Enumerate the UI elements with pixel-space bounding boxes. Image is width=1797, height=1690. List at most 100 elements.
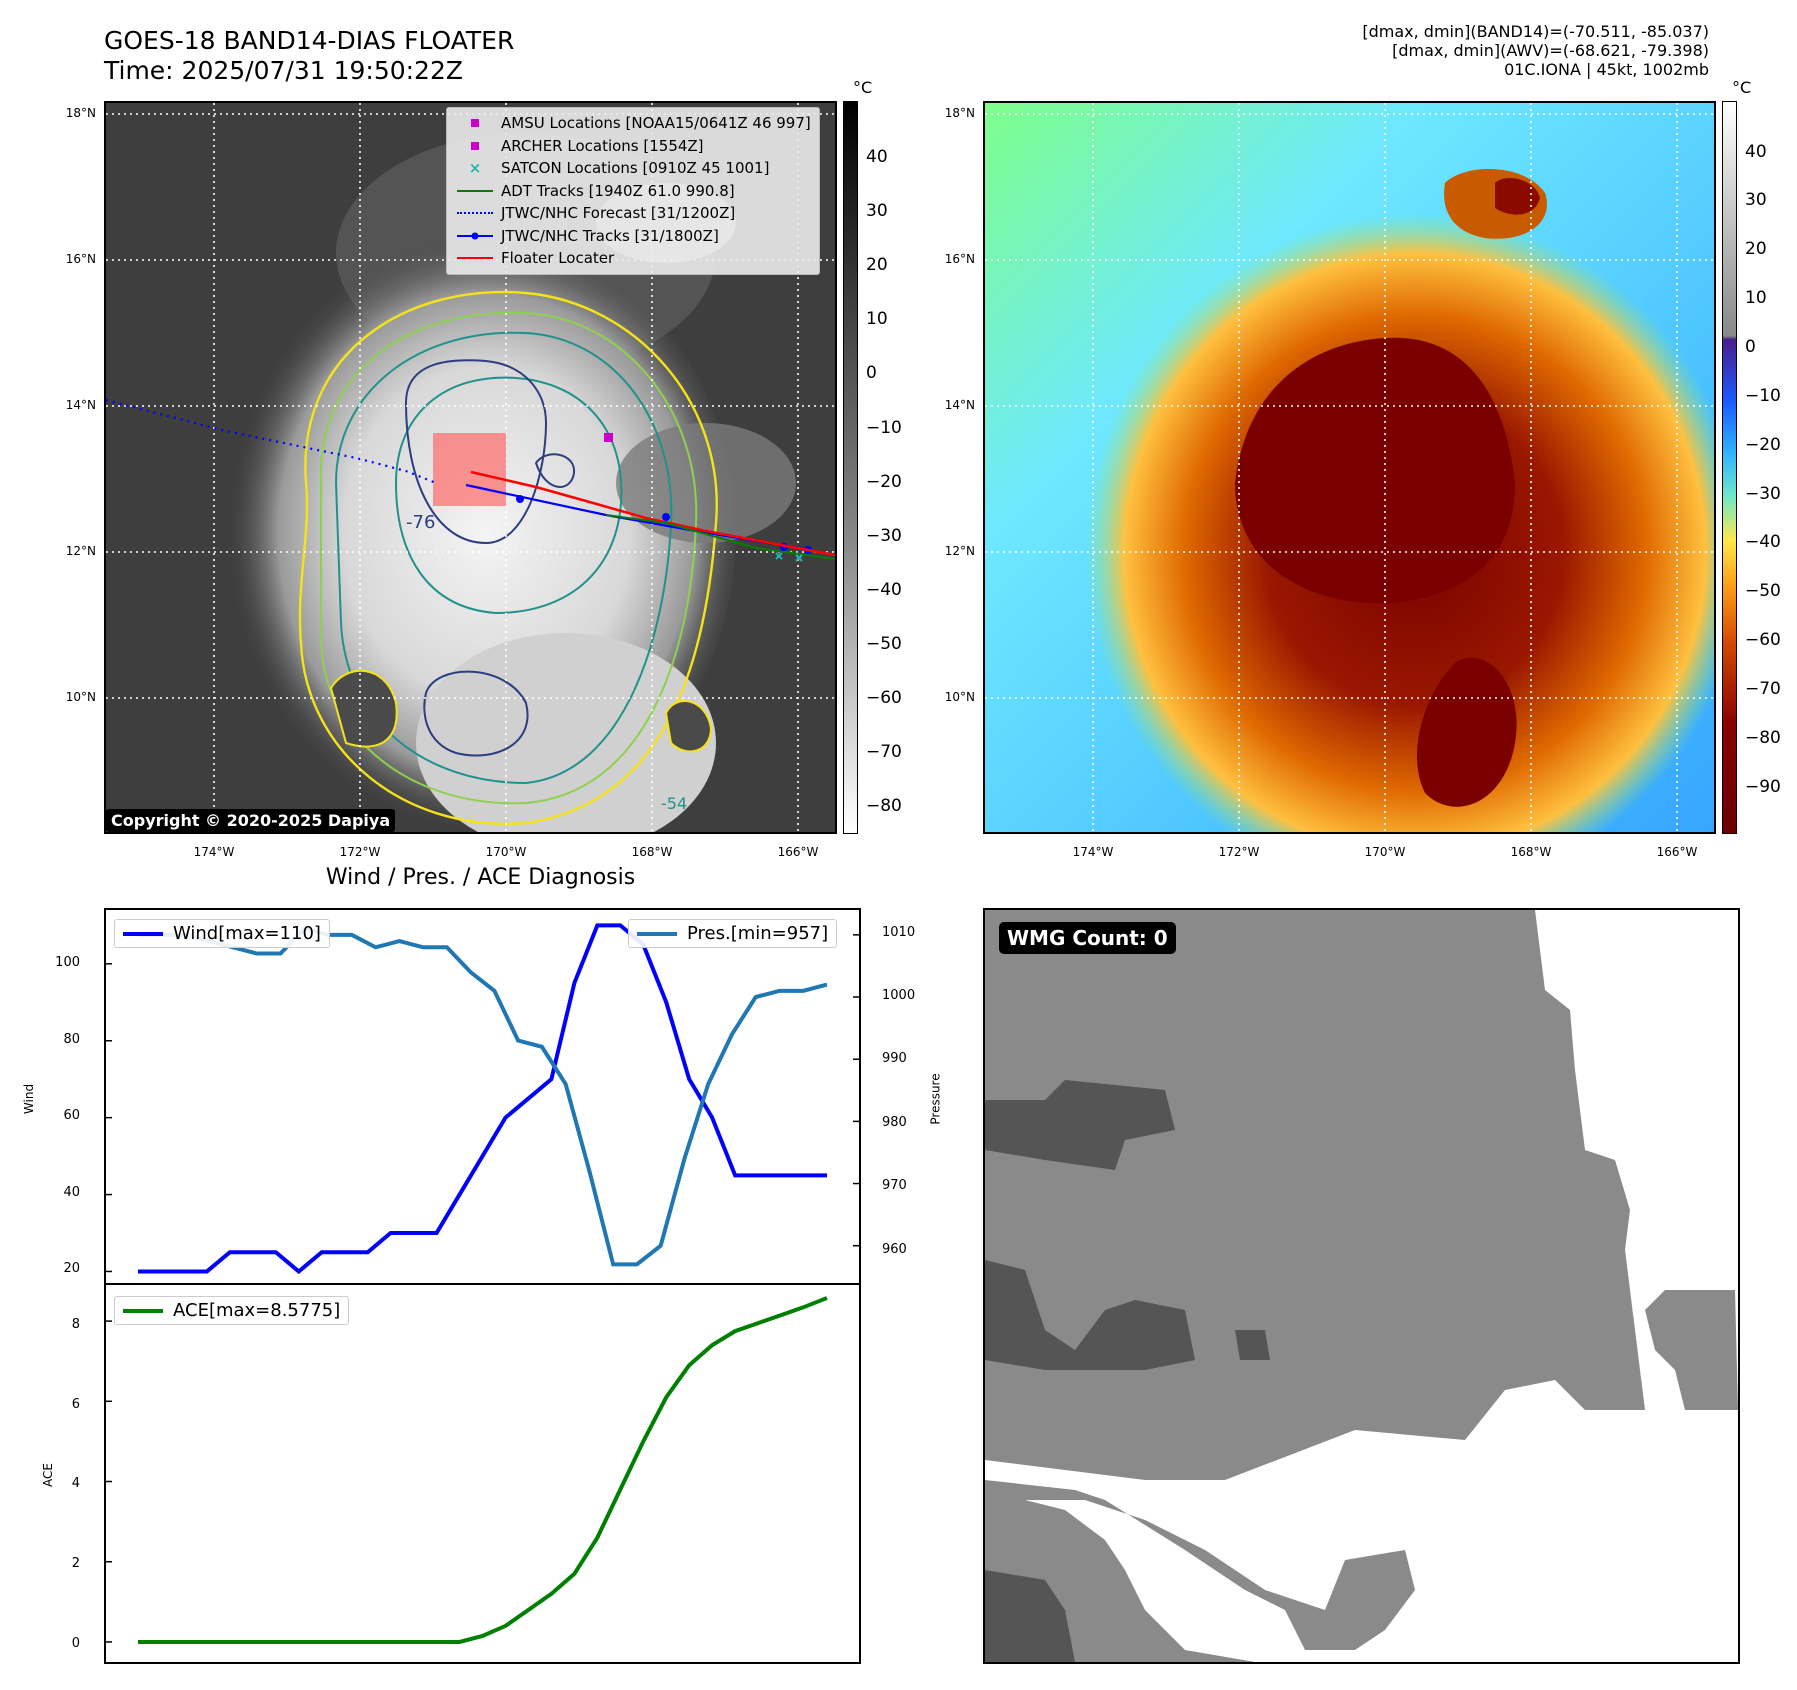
cbar-tick: −60 [866, 688, 902, 708]
cbar-tick: −70 [866, 742, 902, 762]
line-swatch-icon [123, 931, 163, 936]
copyright-badge: Copyright © 2020-2025 Dapiya [106, 809, 396, 832]
cbar-tick: −20 [866, 472, 902, 492]
cbar-tick: 20 [1745, 239, 1767, 259]
cbar-tick: −90 [1745, 777, 1781, 797]
left-colorbar-unit: °C [853, 78, 873, 97]
lon-label: 168°W [631, 845, 673, 859]
lat-label: 18°N [944, 106, 975, 120]
pressure-tick: 990 [882, 1051, 907, 1066]
wind-tick: 20 [63, 1261, 80, 1276]
diagnosis-title: Wind / Pres. / ACE Diagnosis [325, 865, 636, 890]
lon-label: 170°W [1364, 845, 1406, 859]
solid-line-icon [455, 189, 495, 192]
right-colorbar-unit: °C [1732, 78, 1752, 97]
wind-line [138, 923, 827, 1275]
figure-title: GOES-18 BAND14-DIAS FLOATER Time: 2025/0… [104, 26, 514, 86]
pressure-tick: 1000 [882, 988, 916, 1003]
x-marker-icon: × [468, 159, 482, 177]
track-legend: AMSU Locations [NOAA15/0641Z 46 997] ARC… [446, 107, 820, 275]
cbar-tick: 0 [1745, 337, 1756, 357]
cbar-tick: 30 [866, 201, 888, 221]
lon-label: 172°W [339, 845, 381, 859]
adt-track [605, 514, 835, 560]
lat-label: 14°N [65, 398, 96, 412]
pressure-legend: Pres.[min=957] [628, 919, 838, 948]
pressure-axis-label: Pressure [928, 1073, 943, 1125]
storm-info: [dmax, dmin](BAND14)=(-70.511, -85.037) … [1362, 22, 1709, 79]
legend-jtwc-forecast: JTWC/NHC Forecast [31/1200Z] [455, 202, 811, 225]
lat-label: 16°N [65, 252, 96, 266]
cbar-tick: −50 [1745, 581, 1781, 601]
legend-adt: ADT Tracks [1940Z 61.0 990.8] [455, 180, 811, 203]
cbar-tick: 40 [866, 147, 888, 167]
ace-tick: 0 [71, 1636, 80, 1651]
dotted-line-icon [455, 212, 495, 215]
contour-label-76: -76 [406, 512, 435, 533]
lon-label: 166°W [777, 845, 819, 859]
ir-color-map [983, 101, 1716, 834]
ir-grayscale-map: -76 -54 AMSU Locations [NOAA15/0641Z 46 … [104, 101, 837, 834]
lon-label: 170°W [485, 845, 527, 859]
lon-label: 174°W [193, 845, 235, 859]
cbar-tick: 10 [866, 309, 888, 329]
cbar-tick: −60 [1745, 630, 1781, 650]
line-swatch-icon [123, 1308, 163, 1313]
ace-tick: 4 [71, 1476, 80, 1491]
ace-tick: 6 [71, 1397, 80, 1412]
pressure-tick: 970 [882, 1178, 907, 1193]
info-line-storm: 01C.IONA | 45kt, 1002mb [1504, 60, 1709, 79]
floater-box [433, 433, 506, 506]
ace-line [138, 1296, 828, 1644]
cbar-tick: 40 [1745, 142, 1767, 162]
cbar-tick: 20 [866, 255, 888, 275]
lat-label: 10°N [944, 690, 975, 704]
solid-line-icon [455, 257, 495, 260]
cbar-tick: −80 [1745, 728, 1781, 748]
lon-label: 168°W [1510, 845, 1552, 859]
ace-axis-label: ACE [40, 1463, 55, 1487]
title-line-2: Time: 2025/07/31 19:50:22Z [104, 56, 463, 85]
cbar-tick: −30 [1745, 484, 1781, 504]
square-marker-icon [455, 119, 495, 128]
cbar-tick: −30 [866, 526, 902, 546]
legend-floater: Floater Locater [455, 247, 811, 270]
ace-tick: 8 [71, 1317, 80, 1332]
legend-jtwc-tracks: JTWC/NHC Tracks [31/1800Z] [455, 225, 811, 248]
cbar-tick: −20 [1745, 435, 1781, 455]
floater-locater-track [470, 470, 835, 557]
line-dot-icon [455, 232, 495, 240]
info-line-awv: [dmax, dmin](AWV)=(-68.621, -79.398) [1392, 41, 1709, 60]
lat-label: 12°N [944, 544, 975, 558]
lat-label: 18°N [65, 106, 96, 120]
ace-plot [106, 1296, 828, 1644]
left-colorbar [843, 101, 858, 834]
lat-label: 14°N [944, 398, 975, 412]
cbar-tick: −80 [866, 796, 902, 816]
cbar-tick: −70 [1745, 679, 1781, 699]
contour-label-54: -54 [661, 794, 687, 813]
wind-tick: 60 [63, 1108, 80, 1123]
legend-satcon: × SATCON Locations [0910Z 45 1001] [455, 157, 811, 180]
wind-legend: Wind[max=110] [114, 919, 330, 948]
cbar-tick: 30 [1745, 190, 1767, 210]
ir-color-image [985, 103, 1714, 832]
ace-legend: ACE[max=8.5775] [114, 1296, 350, 1325]
wind-pressure-panel [104, 908, 861, 1285]
cbar-tick: 0 [866, 363, 877, 383]
wmg-count-badge: WMG Count: 0 [999, 922, 1176, 954]
wind-tick: 100 [55, 955, 80, 970]
wind-pressure-plot [106, 923, 859, 1275]
right-colorbar [1722, 101, 1737, 834]
ace-tick: 2 [71, 1556, 80, 1571]
cbar-tick: −40 [1745, 532, 1781, 552]
info-line-band14: [dmax, dmin](BAND14)=(-70.511, -85.037) [1362, 22, 1709, 41]
archer-marker [604, 433, 613, 442]
cbar-tick: −40 [866, 580, 902, 600]
legend-archer: ARCHER Locations [1554Z] [455, 135, 811, 158]
line-swatch-icon [637, 931, 677, 936]
pressure-tick: 1010 [882, 925, 916, 940]
lat-label: 16°N [944, 252, 975, 266]
wind-tick: 80 [63, 1032, 80, 1047]
title-line-1: GOES-18 BAND14-DIAS FLOATER [104, 26, 515, 55]
